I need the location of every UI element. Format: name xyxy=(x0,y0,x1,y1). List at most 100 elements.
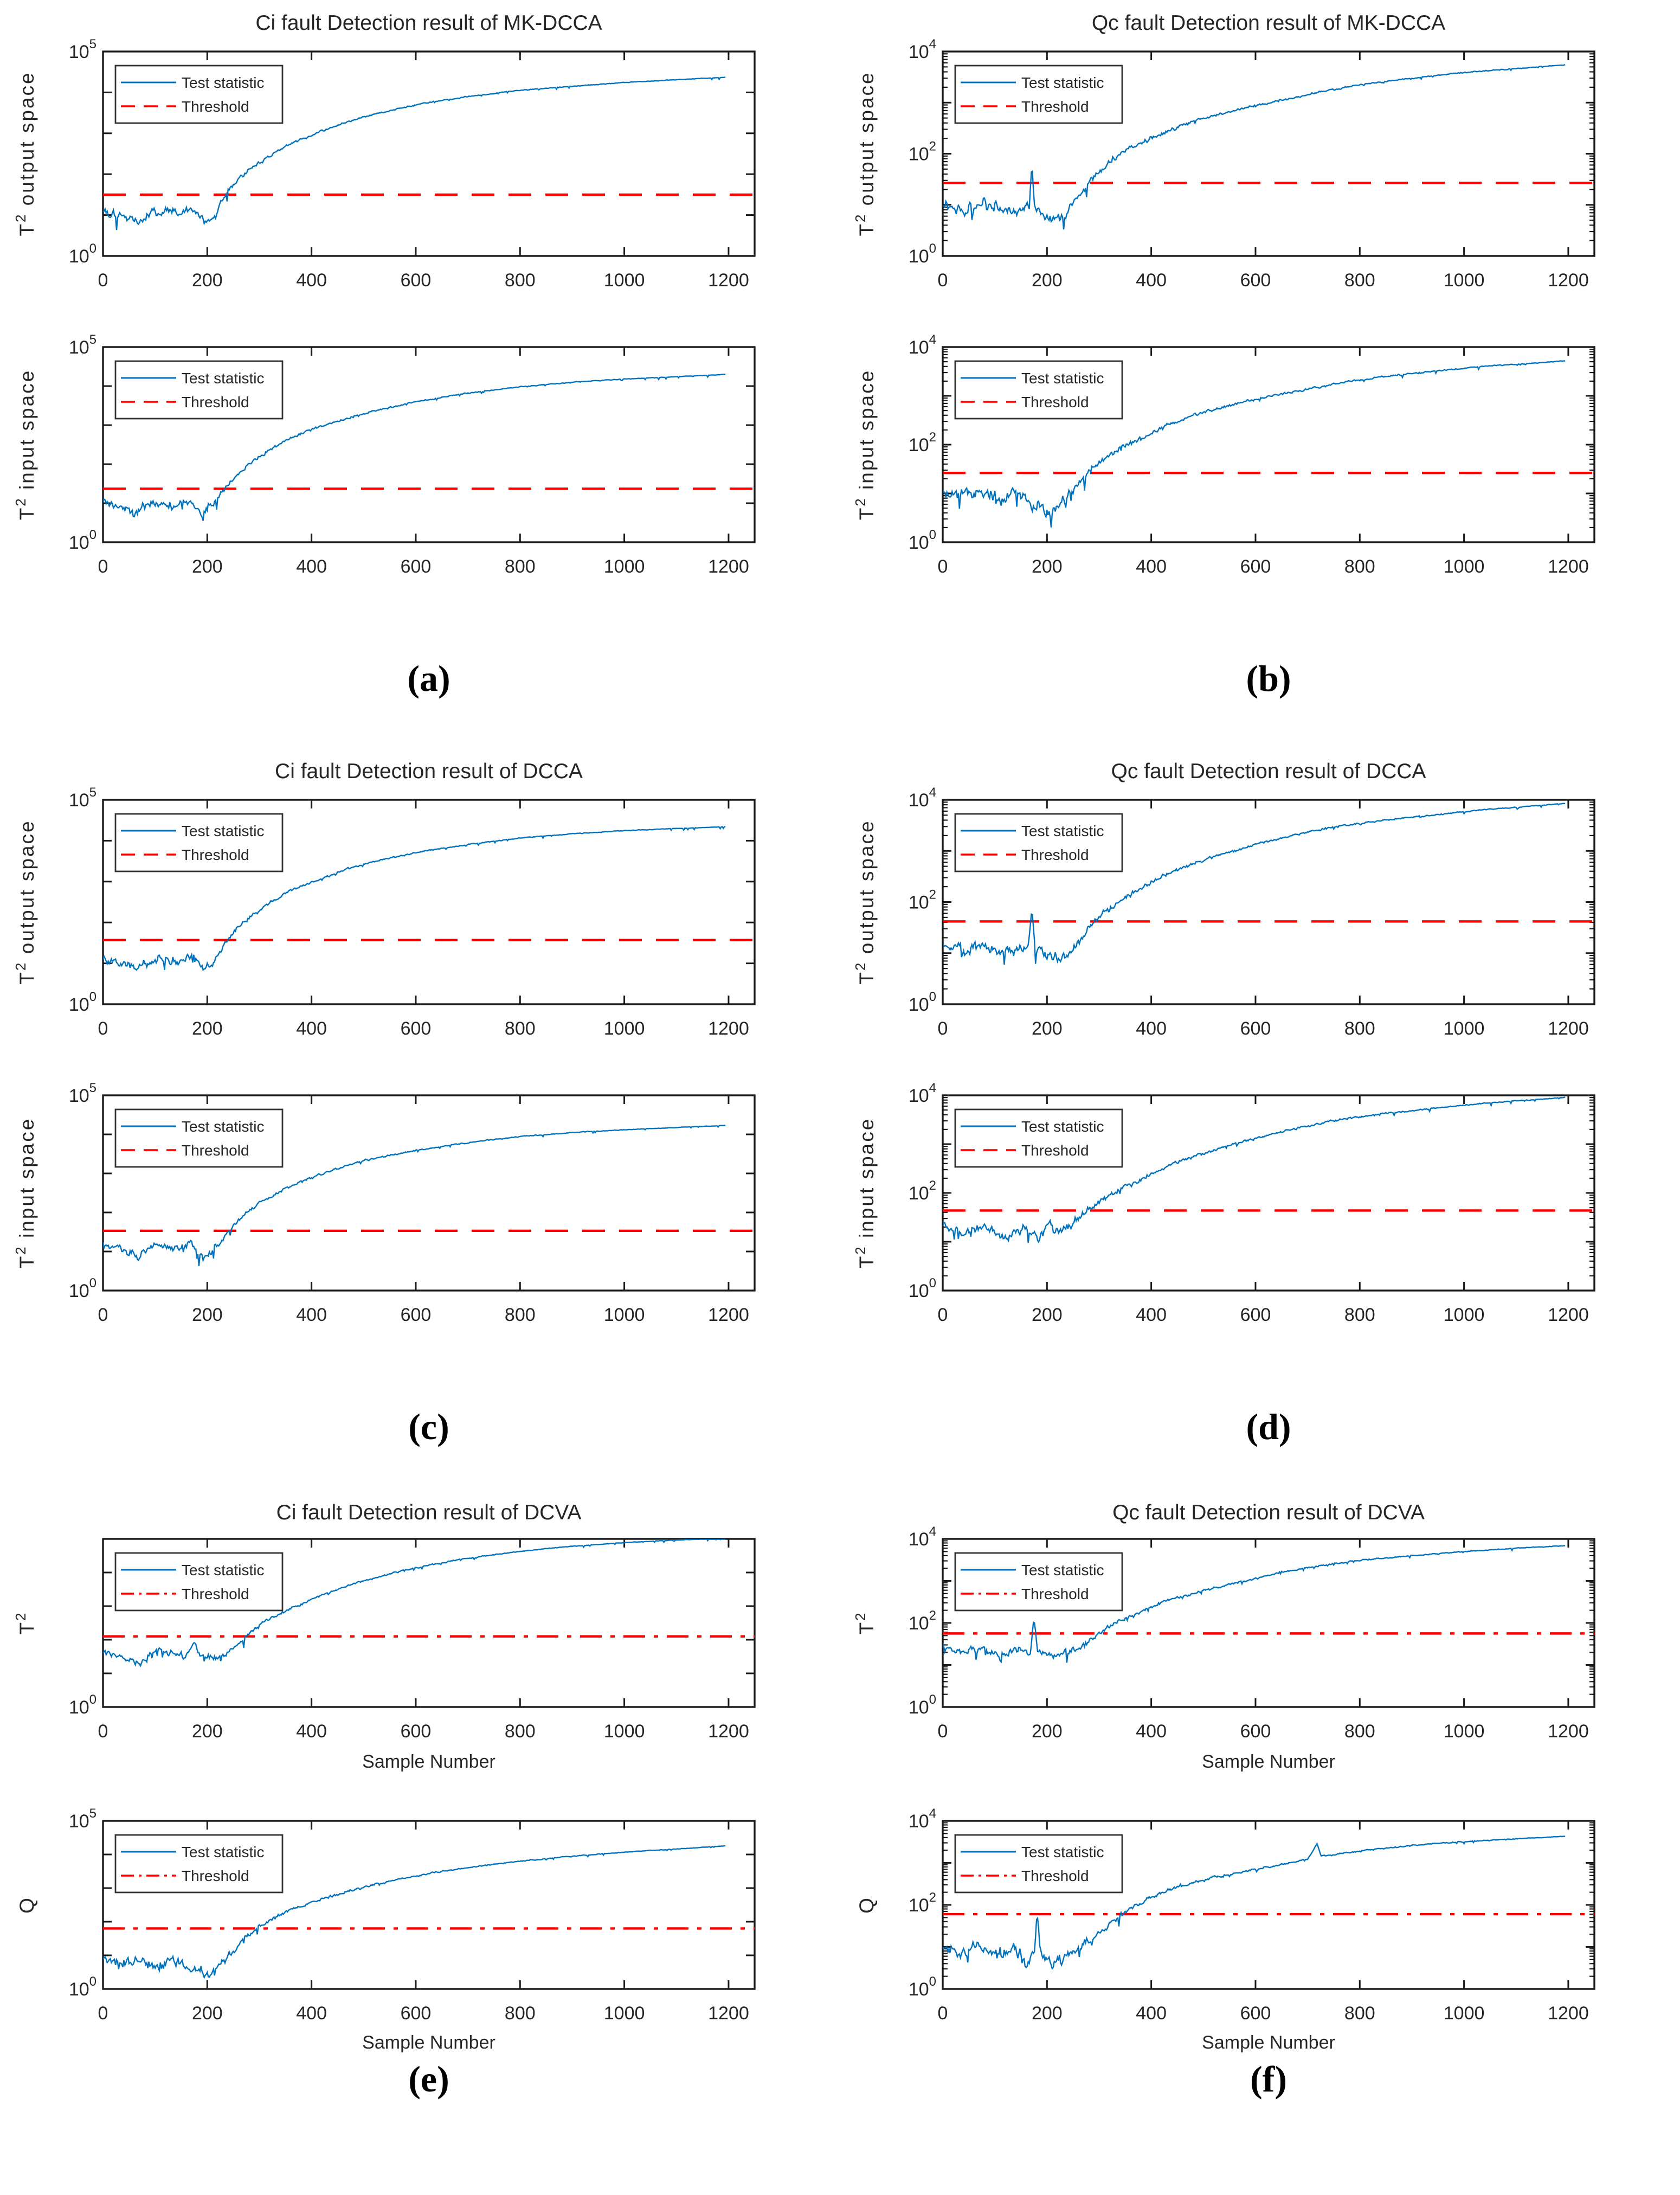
y-axis-label: T2 xyxy=(12,1611,38,1634)
axes-box xyxy=(102,799,756,1005)
x-tick-label: 1200 xyxy=(708,1305,749,1325)
y-axis-label: T2 output space xyxy=(852,71,878,236)
y-tick-label: 105 xyxy=(69,37,96,62)
panel-b-subplot-2: 0 200 400 600 800 1000 1200 100 102 104 Test stati… xyxy=(852,332,1595,577)
legend-test-statistic-label: Test statistic xyxy=(182,370,264,387)
y-tick-label: 104 xyxy=(909,1524,936,1550)
legend-threshold-label: Threshold xyxy=(182,394,249,410)
panel-c-subplot-2: 0 200 400 600 800 1000 1200 100 105 Test statisti… xyxy=(12,1081,756,1325)
panel-d-subplot-2: 0 200 400 600 800 1000 1200 100 102 104 Test stati… xyxy=(852,1081,1595,1325)
axes-box xyxy=(102,1820,756,1990)
x-tick-label: 800 xyxy=(505,2003,536,2024)
y-tick-label: 100 xyxy=(909,241,936,267)
x-tick-label: 1200 xyxy=(1548,2003,1589,2024)
x-tick-label: 200 xyxy=(192,1018,223,1039)
x-tick-label: 800 xyxy=(1344,1018,1375,1039)
legend-test-statistic-label: Test statistic xyxy=(1021,74,1104,91)
x-tick-label: 400 xyxy=(1136,2003,1167,2024)
y-tick-label: 100 xyxy=(69,1276,96,1301)
legend: Test statistic Threshold xyxy=(114,1108,284,1168)
x-tick-label: 1200 xyxy=(1548,270,1589,291)
x-tick-label: 800 xyxy=(505,270,536,291)
x-tick-label: 600 xyxy=(401,1305,432,1325)
panel-letter-a: (a) xyxy=(407,658,450,699)
x-tick-label: 600 xyxy=(401,2003,432,2024)
y-tick-label: 104 xyxy=(909,332,936,358)
y-axis-label: T2 input space xyxy=(12,369,38,521)
x-tick-label: 800 xyxy=(505,1305,536,1325)
panel-title: Ci fault Detection result of DCCA xyxy=(275,760,583,783)
x-tick-label: 600 xyxy=(1240,270,1271,291)
y-tick-label: 102 xyxy=(909,1178,936,1204)
x-tick-label: 1200 xyxy=(708,270,749,291)
x-tick-label: 200 xyxy=(192,1721,223,1742)
y-tick-label: 100 xyxy=(69,1974,96,2000)
x-tick-label: 1200 xyxy=(708,2003,749,2024)
axes-box xyxy=(102,50,756,257)
legend-threshold-label: Threshold xyxy=(182,98,249,115)
legend-threshold-label: Threshold xyxy=(1021,98,1089,115)
x-tick-label: 200 xyxy=(1032,1721,1063,1742)
x-tick-label: 0 xyxy=(98,1305,108,1325)
x-axis-label: Sample Number xyxy=(362,2032,495,2053)
x-tick-label: 400 xyxy=(296,270,327,291)
y-tick-label: 100 xyxy=(909,1276,936,1301)
legend-threshold-label: Threshold xyxy=(1021,1142,1089,1159)
x-tick-label: 1200 xyxy=(1548,556,1589,577)
x-tick-label: 800 xyxy=(505,1018,536,1039)
x-tick-label: 800 xyxy=(505,556,536,577)
y-axis-label: T2 input space xyxy=(12,1118,38,1269)
x-tick-label: 400 xyxy=(296,1305,327,1325)
x-tick-label: 1000 xyxy=(1444,1018,1485,1039)
x-tick-label: 200 xyxy=(192,2003,223,2024)
legend-test-statistic-label: Test statistic xyxy=(1021,1118,1104,1135)
x-tick-label: 0 xyxy=(938,556,948,577)
legend: Test statistic Threshold xyxy=(954,1108,1123,1168)
x-tick-label: 400 xyxy=(296,1018,327,1039)
x-tick-label: 600 xyxy=(1240,556,1271,577)
y-tick-label: 100 xyxy=(69,528,96,553)
x-tick-label: 600 xyxy=(1240,1305,1271,1325)
x-tick-label: 600 xyxy=(1240,2003,1271,2024)
x-tick-label: 1200 xyxy=(1548,1018,1589,1039)
test-statistic-line xyxy=(943,360,1566,528)
y-tick-label: 100 xyxy=(909,528,936,553)
x-tick-label: 1000 xyxy=(604,1305,645,1325)
x-tick-label: 0 xyxy=(938,1018,948,1039)
x-tick-label: 1000 xyxy=(604,2003,645,2024)
panel-c-subplot-1: 0 200 400 600 800 1000 1200 100 105 Test statisti… xyxy=(12,785,756,1039)
x-tick-label: 600 xyxy=(401,1018,432,1039)
panel-title: Qc fault Detection result of DCVA xyxy=(1112,1501,1425,1524)
x-tick-label: 0 xyxy=(98,2003,108,2024)
y-axis-label: T2 output space xyxy=(852,819,878,984)
panel-c-svg: 0 200 400 600 800 1000 1200 100 105 Test statisti… xyxy=(12,760,756,1325)
x-tick-label: 1000 xyxy=(604,270,645,291)
x-tick-label: 1000 xyxy=(604,1018,645,1039)
legend-threshold-label: Threshold xyxy=(182,846,249,863)
x-tick-label: 400 xyxy=(296,2003,327,2024)
y-tick-label: 104 xyxy=(909,37,936,62)
y-tick-label: 104 xyxy=(909,785,936,811)
legend-test-statistic-label: Test statistic xyxy=(1021,1562,1104,1578)
test-statistic-line xyxy=(103,1539,726,1667)
y-axis-label: T2 xyxy=(852,1611,878,1634)
y-axis-label: Q xyxy=(16,1896,38,1914)
x-tick-label: 0 xyxy=(98,270,108,291)
x-tick-label: 800 xyxy=(1344,556,1375,577)
x-tick-label: 200 xyxy=(192,1305,223,1325)
y-tick-label: 100 xyxy=(909,1692,936,1718)
x-tick-label: 1200 xyxy=(1548,1305,1589,1325)
x-tick-label: 200 xyxy=(1032,556,1063,577)
legend-threshold-label: Threshold xyxy=(182,1142,249,1159)
test-statistic-line xyxy=(103,826,726,972)
panel-letter-d: (d) xyxy=(1246,1406,1291,1447)
y-tick-label: 104 xyxy=(909,1081,936,1106)
y-tick-label: 105 xyxy=(69,1081,96,1106)
panel-title: Ci fault Detection result of DCVA xyxy=(276,1501,582,1524)
y-tick-label: 102 xyxy=(909,139,936,165)
x-tick-label: 1200 xyxy=(1548,1721,1589,1742)
x-tick-label: 800 xyxy=(1344,1721,1375,1742)
x-tick-label: 600 xyxy=(401,556,432,577)
